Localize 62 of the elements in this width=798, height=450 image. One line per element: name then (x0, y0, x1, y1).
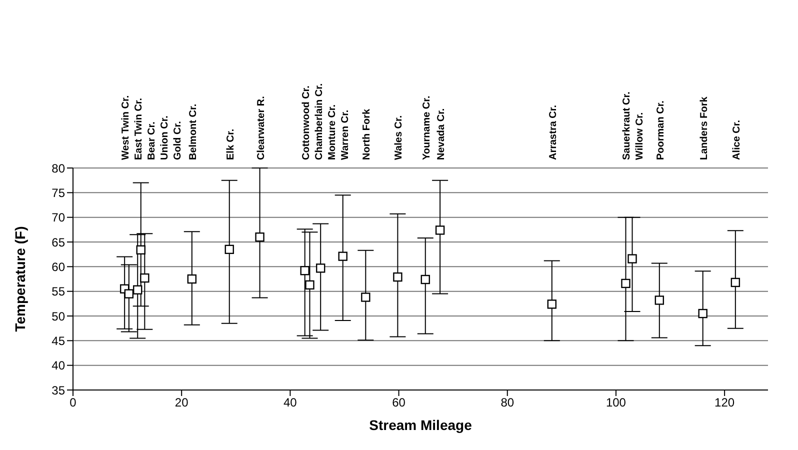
point (628, 254, 637, 264)
point (730, 278, 740, 288)
text: Gold Cr. (172, 120, 184, 160)
text: Willow Cr. (634, 112, 646, 160)
y-tick-label: 80 (52, 161, 66, 176)
y-tick-label: 65 (52, 235, 66, 250)
text: Bear Cr. (146, 121, 158, 160)
point (316, 264, 326, 273)
point (136, 245, 146, 254)
text: Monture Cr. (326, 104, 338, 160)
text: Clearwater R. (256, 96, 267, 160)
text: Arrastra Cr. (548, 104, 559, 160)
point (420, 274, 430, 284)
y-tick-label: 75 (52, 186, 66, 200)
point (224, 244, 234, 254)
point (133, 285, 142, 294)
y-tick-label: 55 (52, 284, 66, 299)
point (361, 292, 370, 302)
point (621, 278, 630, 288)
text: Cottonwood Cr. (300, 85, 312, 160)
text: Wales Cr. (394, 115, 405, 160)
point (187, 274, 197, 284)
text: Belmont Cr. (188, 104, 199, 160)
y-tick-label: 70 (52, 210, 66, 225)
point (124, 289, 134, 298)
text: Nevada Cr. (436, 108, 448, 160)
point (654, 296, 664, 305)
point (140, 273, 150, 283)
point (338, 252, 348, 261)
point (435, 226, 445, 235)
text: Warren Cr. (340, 110, 351, 160)
point (305, 280, 314, 290)
point (698, 308, 708, 318)
point (547, 300, 556, 309)
text: Yourname Cr. (421, 96, 432, 160)
y-tick-label: 50 (52, 309, 66, 324)
text: Elk Cr. (225, 128, 236, 160)
text: West Twin Cr. (120, 95, 132, 160)
text: Sauerkraut Cr. (622, 91, 633, 160)
x-tick-label: 100 (606, 396, 626, 410)
x-tick-label: 0 (70, 396, 77, 410)
y-axis-title: Temperature (F) (12, 226, 28, 332)
x-tick-label: 80 (500, 396, 514, 410)
text: Union Cr. (160, 115, 171, 160)
y-tick-label: 45 (52, 334, 66, 348)
text: Alice Cr. (731, 120, 742, 160)
text: East Twin Cr. (134, 98, 145, 160)
text: Chamberlain Cr. (314, 83, 325, 160)
text: Poorman Cr. (655, 100, 666, 160)
x-axis-title: Stream Mileage (369, 417, 472, 433)
y-tick-label: 60 (52, 260, 66, 274)
y-tick-label: 35 (52, 383, 66, 398)
point (255, 232, 264, 242)
text: North Fork (362, 108, 373, 160)
point (393, 272, 402, 282)
y-tick-label: 40 (52, 358, 66, 373)
x-tick-label: 60 (392, 396, 406, 410)
x-tick-label: 40 (284, 396, 298, 410)
x-tick-label: 120 (714, 396, 735, 410)
text: Landers Fork (698, 96, 710, 160)
x-tick-label: 20 (174, 396, 189, 410)
point (300, 266, 310, 276)
